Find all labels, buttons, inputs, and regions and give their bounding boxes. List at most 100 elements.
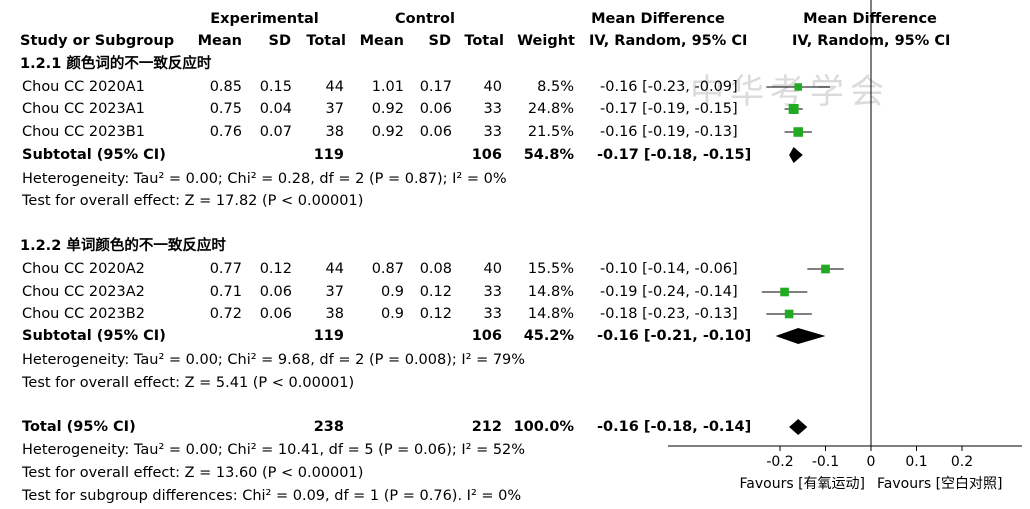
sd-c: 0.06	[419, 124, 452, 140]
header-sd-e: SD	[268, 33, 291, 49]
ci: -0.17 [-0.19, -0.15]	[600, 101, 738, 117]
mean-c: 0.87	[371, 261, 404, 277]
mean-c: 0.92	[371, 101, 404, 117]
sd-e: 0.06	[259, 284, 292, 300]
ci: -0.16 [-0.19, -0.13]	[600, 124, 738, 140]
sd-e: 0.04	[259, 101, 292, 117]
subgroup-title: 1.2.2 单词颜色的不一致反应时	[20, 238, 226, 254]
total-c: 33	[483, 306, 502, 322]
study-name: Chou CC 2023B1	[22, 124, 145, 140]
sd-c: 0.12	[419, 306, 452, 322]
subtotal-weight: 45.2%	[523, 328, 574, 344]
study-marker	[784, 309, 794, 319]
total-weight: 100.0%	[513, 419, 574, 435]
favours-right-label: Favours [空白对照]	[877, 476, 1003, 492]
header-study: Study or Subgroup	[20, 33, 175, 49]
sd-e: 0.07	[259, 124, 292, 140]
mean-e: 0.76	[209, 124, 242, 140]
header-mean-c: Mean	[359, 33, 404, 49]
weight: 21.5%	[527, 124, 574, 140]
sd-e: 0.12	[259, 261, 292, 277]
subtotal-ci: -0.16 [-0.21, -0.10]	[597, 328, 752, 344]
subtotal-total-e: 119	[313, 328, 344, 344]
study-name: Chou CC 2023A1	[22, 101, 145, 117]
mean-c: 0.9	[380, 306, 404, 322]
sd-c: 0.08	[419, 261, 452, 277]
weight: 14.8%	[527, 284, 574, 300]
sd-e: 0.15	[259, 79, 292, 95]
sd-c: 0.12	[419, 284, 452, 300]
subtotal-weight: 54.8%	[523, 147, 574, 163]
study-marker	[780, 287, 789, 297]
total-total-c: 212	[471, 419, 502, 435]
header-total-e: Total	[306, 33, 346, 49]
sd-e: 0.06	[259, 306, 292, 322]
x-tick-label: 0.1	[905, 454, 927, 470]
total-c: 40	[483, 79, 502, 95]
header-mean-difference: Mean Difference	[591, 11, 725, 27]
weight: 8.5%	[537, 79, 574, 95]
total-e: 44	[325, 261, 344, 277]
subgroup-differences-text: Test for subgroup differences: Chi² = 0.…	[22, 488, 522, 504]
sd-c: 0.17	[419, 79, 452, 95]
pooled-diamond	[789, 419, 808, 435]
total-c: 33	[483, 284, 502, 300]
total-e: 38	[325, 306, 344, 322]
total-overall-effect-text: Test for overall effect: Z = 13.60 (P < …	[22, 465, 364, 481]
weight: 14.8%	[527, 306, 574, 322]
subtotal-label: Subtotal (95% CI)	[22, 147, 166, 163]
mean-c: 0.9	[380, 284, 404, 300]
study-name: Chou CC 2020A2	[22, 261, 145, 277]
header-control: Control	[395, 11, 455, 27]
total-total-e: 238	[313, 419, 344, 435]
header-total-c: Total	[464, 33, 504, 49]
watermark: 中华考学会	[690, 72, 890, 112]
mean-e: 0.71	[209, 284, 242, 300]
overall-effect-text: Test for overall effect: Z = 17.82 (P < …	[22, 193, 364, 209]
heterogeneity-text: Heterogeneity: Tau² = 0.00; Chi² = 0.28,…	[22, 171, 507, 187]
total-e: 38	[325, 124, 344, 140]
ci: -0.16 [-0.23, -0.09]	[600, 79, 738, 95]
ci: -0.18 [-0.23, -0.13]	[600, 306, 738, 322]
subtotal-total-e: 119	[313, 147, 344, 163]
header-sd-c: SD	[428, 33, 451, 49]
mean-e: 0.72	[209, 306, 242, 322]
study-marker	[788, 104, 799, 114]
subtotal-total-c: 106	[471, 328, 502, 344]
total-label: Total (95% CI)	[22, 419, 136, 435]
total-e: 37	[325, 284, 344, 300]
overall-effect-text: Test for overall effect: Z = 5.41 (P < 0…	[22, 375, 355, 391]
favours-left-label: Favours [有氧运动]	[740, 476, 866, 492]
total-c: 40	[483, 261, 502, 277]
header-ci: IV, Random, 95% CI	[589, 33, 748, 49]
mean-e: 0.77	[209, 261, 242, 277]
subtotal-ci: -0.17 [-0.18, -0.15]	[597, 147, 752, 163]
heterogeneity-text: Heterogeneity: Tau² = 0.00; Chi² = 9.68,…	[22, 352, 526, 368]
study-name: Chou CC 2023B2	[22, 306, 145, 322]
total-c: 33	[483, 124, 502, 140]
study-name: Chou CC 2020A1	[22, 79, 145, 95]
mean-e: 0.75	[209, 101, 242, 117]
pooled-diamond	[775, 328, 826, 344]
ci: -0.10 [-0.14, -0.06]	[600, 261, 738, 277]
study-marker	[821, 264, 830, 274]
header-mean-difference-plot: Mean Difference	[803, 11, 937, 27]
sd-c: 0.06	[419, 101, 452, 117]
pooled-diamond	[789, 147, 803, 163]
x-tick-label: 0.2	[951, 454, 973, 470]
subtotal-total-c: 106	[471, 147, 502, 163]
header-experimental: Experimental	[210, 11, 319, 27]
subgroup-title: 1.2.1 颜色词的不一致反应时	[20, 56, 212, 72]
weight: 15.5%	[527, 261, 574, 277]
total-c: 33	[483, 101, 502, 117]
subtotal-label: Subtotal (95% CI)	[22, 328, 166, 344]
x-tick-label: 0	[867, 454, 876, 470]
study-name: Chou CC 2023A2	[22, 284, 145, 300]
header-mean-e: Mean	[197, 33, 242, 49]
mean-c: 0.92	[371, 124, 404, 140]
x-tick-label: -0.1	[812, 454, 839, 470]
header-weight: Weight	[517, 33, 575, 49]
ci: -0.19 [-0.24, -0.14]	[600, 284, 738, 300]
study-marker	[794, 83, 802, 91]
